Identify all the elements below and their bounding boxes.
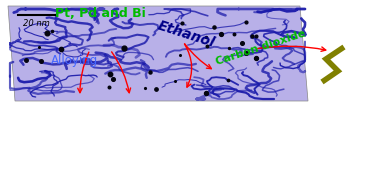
Text: Pt, Pd and Bi: Pt, Pd and Bi	[55, 7, 146, 20]
Text: Carbon dioxide: Carbon dioxide	[215, 28, 307, 67]
Text: 20 nm: 20 nm	[23, 19, 50, 28]
Text: Alloying: Alloying	[51, 54, 98, 67]
Polygon shape	[8, 6, 308, 101]
Text: Ethanol: Ethanol	[156, 18, 217, 50]
